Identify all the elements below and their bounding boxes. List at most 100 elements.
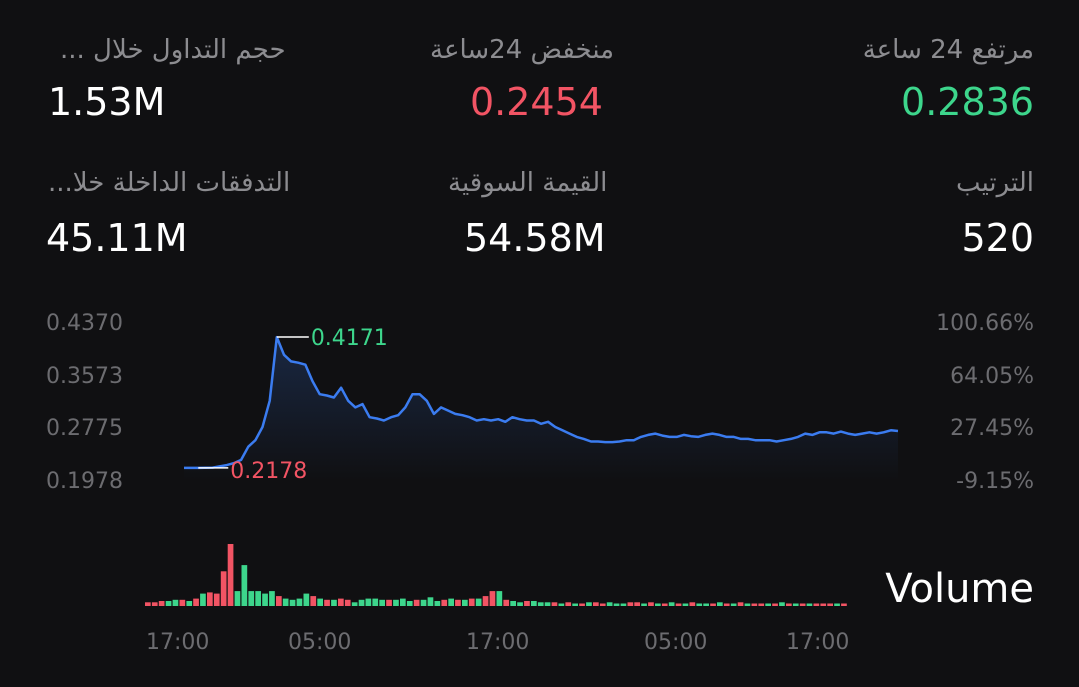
x-tick: 17:00 <box>466 630 530 655</box>
volume-bar <box>227 544 234 606</box>
volume-bar <box>661 603 668 606</box>
volume-bar <box>730 603 737 606</box>
volume-bar <box>792 603 799 606</box>
volume-bar <box>358 599 365 606</box>
volume-bar <box>276 596 282 606</box>
volume-bar <box>524 601 530 606</box>
volume-bar <box>310 596 317 606</box>
stat-rank-value: 520 <box>961 216 1034 260</box>
annotations: 0.4171 0.2178 <box>198 326 388 484</box>
volume-bar <box>758 603 765 606</box>
stat-high24-value: 0.2836 <box>901 80 1034 124</box>
y-tick-right: 100.66% <box>936 311 1034 336</box>
stat-high24-label: مرتفع 24 ساعة <box>862 35 1034 65</box>
volume-bar <box>613 603 620 606</box>
volume-bar <box>193 598 199 606</box>
volume-bar <box>213 593 220 606</box>
x-tick: 17:00 <box>146 630 210 655</box>
y-tick-left: 0.3573 <box>46 364 123 389</box>
volume-bar <box>827 603 833 606</box>
volume-bar <box>145 602 151 606</box>
volume-bar <box>413 599 420 606</box>
volume-bar <box>834 603 840 606</box>
volume-bar <box>386 599 392 606</box>
volume-bar <box>751 603 758 606</box>
volume-bar <box>682 603 689 606</box>
stat-low24-value: 0.2454 <box>470 80 603 124</box>
volume-bar <box>158 601 165 606</box>
volume-bar <box>372 598 379 606</box>
volume-bar <box>813 603 820 606</box>
volume-bar <box>351 602 358 606</box>
volume-bar <box>627 602 634 606</box>
volume-bar <box>406 601 413 606</box>
volume-bar <box>551 602 558 606</box>
volume-bar <box>799 603 806 606</box>
volume-bar <box>779 602 785 606</box>
volume-bar <box>420 599 427 606</box>
y-tick-left: 0.1978 <box>46 469 123 494</box>
volume-bar <box>379 599 385 606</box>
volume-bar <box>324 599 330 606</box>
volume-bar <box>558 603 565 606</box>
volume-bar <box>241 565 248 606</box>
stat-low24-label: منخفض 24ساعة <box>430 35 615 65</box>
max-label: 0.4171 <box>311 326 388 351</box>
volume-bar <box>207 592 213 606</box>
volume-bar <box>282 598 289 606</box>
volume-bar <box>620 603 627 606</box>
volume-bar <box>655 603 661 606</box>
volume-bar <box>565 602 572 606</box>
volume-bar <box>786 603 792 606</box>
volume-bar <box>668 602 675 606</box>
volume-bar <box>723 603 730 606</box>
volume-bar <box>179 599 186 606</box>
volume-bar <box>462 599 468 606</box>
volume-bar <box>365 598 372 606</box>
volume-bar <box>806 603 813 606</box>
volume-bar <box>544 602 551 606</box>
volume-bar <box>165 601 172 606</box>
volume-bar <box>744 603 751 606</box>
volume-bar <box>468 598 475 606</box>
volume-bar <box>475 598 482 606</box>
volume-bar <box>841 603 847 606</box>
stat-volume-label: حجم التداول خلال ... <box>60 35 286 65</box>
volume-bar <box>489 591 496 606</box>
stat-marketcap-label: القيمة السوقية <box>448 168 608 198</box>
volume-bar <box>172 599 179 606</box>
y-tick-right: -9.15% <box>956 469 1034 494</box>
volume-bar <box>579 603 585 606</box>
volume-bar <box>703 603 709 606</box>
volume-bar <box>262 593 268 606</box>
volume-bar <box>820 603 827 606</box>
volume-bar <box>496 591 503 606</box>
volume-bar <box>482 596 489 606</box>
volume-bar <box>344 599 351 606</box>
stat-inflow-value: 45.11M <box>46 216 188 260</box>
volume-bar <box>641 603 647 606</box>
volume-bar <box>517 602 523 606</box>
volume-bar <box>255 591 261 606</box>
volume-title: Volume <box>885 566 1034 612</box>
x-tick: 17:00 <box>786 630 850 655</box>
volume-bar <box>634 602 640 606</box>
volume-bar <box>296 598 303 606</box>
volume-bar <box>448 598 454 606</box>
volume-bar <box>269 591 275 606</box>
volume-bar <box>572 603 578 606</box>
stat-volume-value: 1.53M <box>48 80 166 124</box>
volume-bar <box>537 602 544 606</box>
volume-bar <box>434 601 441 606</box>
volume-bar <box>710 603 716 606</box>
volume-bar <box>455 599 461 606</box>
volume-bar <box>586 602 592 606</box>
y-tick-left: 0.2775 <box>46 416 123 441</box>
volume-bar <box>510 601 516 606</box>
volume-bar <box>289 599 296 606</box>
volume-bar <box>696 603 703 606</box>
volume-bar <box>186 601 193 606</box>
x-tick: 05:00 <box>288 630 352 655</box>
volume-bar <box>317 598 323 606</box>
